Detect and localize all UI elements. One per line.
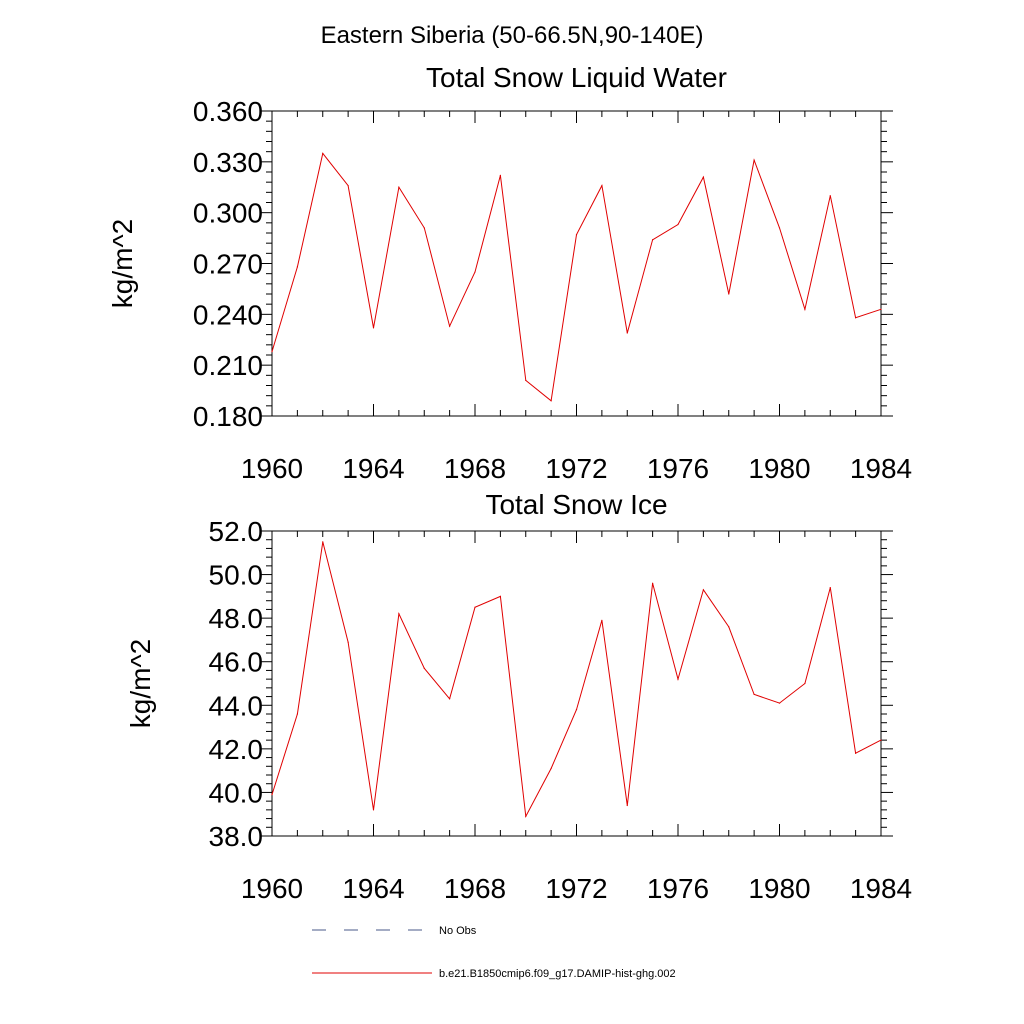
snow-ice-data-point — [474, 606, 476, 608]
snow-liquid-water-data-point — [423, 227, 425, 229]
legend-label-no-obs: No Obs — [439, 925, 477, 937]
snow-liquid-water-y-tick-label: 0.360 — [193, 96, 263, 127]
snow-liquid-water-title: Total Snow Liquid Water — [426, 62, 727, 93]
snow-liquid-water-y-tick-label: 0.300 — [193, 198, 263, 229]
snow-liquid-water-x-tick-label: 1960 — [241, 453, 303, 484]
snow-liquid-water-x-tick-label: 1976 — [647, 453, 709, 484]
snow-liquid-water-y-tick-label: 0.270 — [193, 249, 263, 280]
snow-ice-data-point — [423, 667, 425, 669]
snow-ice-data-point — [449, 698, 451, 700]
region-title: Eastern Siberia (50-66.5N,90-140E) — [321, 22, 704, 49]
snow-liquid-water-data-point — [372, 327, 375, 329]
snow-ice-data-point — [550, 767, 552, 770]
snow-ice-y-axis-label: kg/m^2 — [125, 639, 156, 728]
snow-ice-data-point — [829, 587, 831, 589]
snow-ice-series-line — [271, 541, 882, 819]
snow-ice-title: Total Snow Ice — [485, 489, 667, 520]
snow-ice-y-tick-label: 42.0 — [209, 734, 264, 765]
snow-liquid-water-x-tick-label: 1972 — [545, 453, 607, 484]
snow-liquid-water-plot-frame — [271, 110, 882, 417]
snow-ice-y-tick-label: 50.0 — [209, 560, 264, 591]
snow-liquid-water-data-point — [347, 184, 349, 187]
snow-ice-y-tick-label: 46.0 — [209, 647, 264, 678]
snow-ice-x-tick-label: 1980 — [748, 873, 810, 904]
snow-liquid-water-data-point — [677, 223, 679, 226]
snow-ice-data-point — [296, 713, 298, 715]
snow-liquid-water-y-axis-label: kg/m^2 — [107, 219, 138, 308]
snow-ice-x-tick-label: 1976 — [647, 873, 709, 904]
snow-liquid-water-data-point — [829, 195, 831, 197]
snow-liquid-water-data-point — [702, 176, 704, 178]
snow-liquid-water-series-line — [271, 152, 882, 402]
panel-snow-ice: Total Snow Ice kg/m^2 1960 1964 1968 1972 1976… — [125, 489, 912, 904]
snow-liquid-water-x-tick-label: 1980 — [748, 453, 810, 484]
snow-ice-data-point — [372, 809, 375, 811]
panel-snow-liquid-water: Total Snow Liquid Water kg/m^2 1960 1964 196… — [107, 62, 912, 484]
snow-liquid-water-data-point — [778, 227, 781, 229]
snow-ice-x-tick-label: 1960 — [241, 873, 303, 904]
snow-liquid-water-data-point — [449, 325, 451, 327]
snow-ice-plot-frame — [271, 530, 882, 837]
snow-liquid-water-data-point — [474, 271, 476, 273]
snow-liquid-water-data-point — [626, 332, 628, 334]
snow-liquid-water-x-tick-label: 1964 — [342, 453, 404, 484]
snow-liquid-water-y-tick-label: 0.330 — [193, 147, 263, 178]
snow-ice-data-point — [271, 794, 273, 796]
snow-liquid-water-data-point — [652, 239, 654, 241]
snow-liquid-water-data-point — [753, 159, 755, 161]
snow-liquid-water-data-point — [855, 317, 857, 319]
snow-liquid-water-data-point — [322, 152, 324, 154]
snow-liquid-water-y-tick-label: 0.210 — [193, 350, 263, 381]
snow-liquid-water-data-point — [550, 400, 552, 402]
snow-liquid-water-x-tick-label: 1968 — [444, 453, 506, 484]
snow-ice-y-tick-label: 48.0 — [209, 603, 264, 634]
snow-ice-data-point — [855, 752, 857, 754]
snow-liquid-water-data-point — [804, 308, 806, 310]
snow-ice-data-point — [626, 804, 628, 807]
snow-ice-x-tick-label: 1972 — [545, 873, 607, 904]
snow-liquid-water-data-point — [499, 174, 501, 176]
snow-liquid-water-data-point — [398, 186, 400, 188]
snow-ice-x-tick-label: 1984 — [850, 873, 912, 904]
snow-liquid-water-data-point — [525, 379, 527, 382]
snow-liquid-water-data-point — [601, 184, 603, 187]
snow-ice-data-point — [575, 709, 578, 711]
snow-ice-data-point — [804, 682, 806, 685]
snow-liquid-water-data-point — [728, 293, 730, 295]
snow-ice-data-point — [677, 678, 679, 680]
snow-ice-data-point — [702, 589, 704, 591]
snow-liquid-water-data-point — [880, 308, 882, 310]
snow-ice-data-point — [778, 702, 781, 704]
snow-ice-data-point — [880, 739, 882, 741]
snow-ice-y-tick-label: 52.0 — [209, 516, 264, 547]
snow-ice-data-point — [601, 619, 603, 621]
snow-ice-data-point — [322, 541, 324, 543]
snow-liquid-water-data-point — [271, 351, 273, 353]
snow-ice-data-point — [753, 693, 755, 695]
snow-ice-data-point — [728, 626, 730, 628]
snow-ice-y-tick-label: 38.0 — [209, 821, 264, 852]
snow-ice-data-point — [347, 641, 349, 643]
snow-ice-data-point — [525, 815, 527, 817]
legend-item-no-obs: No Obs — [312, 925, 477, 937]
legend: No Obs b.e21.B1850cmip6.f09_g17.DAMIP-hi… — [312, 925, 676, 980]
snow-ice-data-point — [652, 582, 654, 584]
snow-liquid-water-data-point — [296, 266, 298, 268]
snow-ice-data-point — [499, 595, 501, 597]
snow-liquid-water-y-tick-label: 0.180 — [193, 401, 263, 432]
snow-ice-y-tick-label: 44.0 — [209, 690, 264, 721]
snow-ice-x-tick-label: 1968 — [444, 873, 506, 904]
snow-liquid-water-x-tick-label: 1984 — [850, 453, 912, 484]
snow-ice-data-point — [398, 613, 400, 615]
snow-liquid-water-y-tick-label: 0.240 — [193, 299, 263, 330]
snow-ice-x-tick-label: 1964 — [342, 873, 404, 904]
snow-liquid-water-data-point — [575, 234, 578, 236]
legend-item-model-run: b.e21.B1850cmip6.f09_g17.DAMIP-hist-ghg.… — [312, 968, 676, 980]
legend-label-model-run: b.e21.B1850cmip6.f09_g17.DAMIP-hist-ghg.… — [439, 968, 676, 980]
snow-ice-y-tick-label: 40.0 — [209, 777, 264, 808]
